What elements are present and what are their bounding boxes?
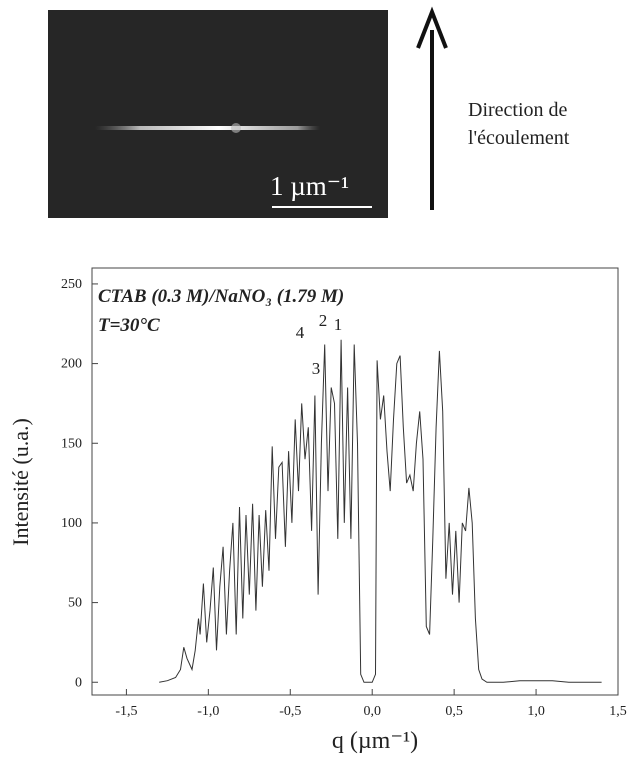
image-background: [48, 10, 388, 218]
x-tick-label: -1,0: [197, 704, 219, 719]
center-spot: [231, 123, 241, 133]
y-tick-label: 150: [61, 436, 82, 451]
annotation: T=30°C: [98, 315, 160, 336]
flow-label: l'écoulement: [468, 127, 570, 149]
peak-label: 1: [334, 315, 343, 334]
x-tick-label: -1,5: [115, 704, 137, 719]
peak-label: 3: [312, 359, 321, 378]
x-tick-label: -0,5: [279, 704, 301, 719]
peak-label: 2: [319, 311, 328, 330]
annotation: CTAB (0.3 M)/NaNO₃ (1.79 M): [98, 286, 344, 307]
flow-label: Direction de: [468, 99, 568, 121]
y-axis-label: Intensité (u.a.): [8, 418, 33, 546]
flow-arrow: [416, 6, 448, 210]
y-tick-label: 50: [68, 596, 82, 611]
peak-label: 4: [296, 323, 305, 342]
plot-frame: [91, 267, 619, 696]
intensity-line: [159, 339, 602, 683]
x-tick-label: 0,5: [445, 704, 463, 719]
x-tick-label: 1,0: [527, 704, 545, 719]
y-tick-label: 0: [75, 675, 82, 690]
y-tick-label: 200: [61, 357, 82, 372]
x-axis-label: q (µm⁻¹): [332, 728, 418, 754]
streak: [95, 126, 320, 130]
y-tick-label: 100: [61, 516, 82, 531]
diffraction-image: 1 µm⁻¹: [48, 10, 388, 218]
x-tick-label: 0,0: [363, 704, 381, 719]
y-tick-label: 250: [61, 277, 82, 292]
arrow-head: [416, 6, 448, 49]
x-tick-label: 1,5: [609, 704, 627, 719]
scale-bar-label: 1 µm⁻¹: [270, 171, 349, 201]
